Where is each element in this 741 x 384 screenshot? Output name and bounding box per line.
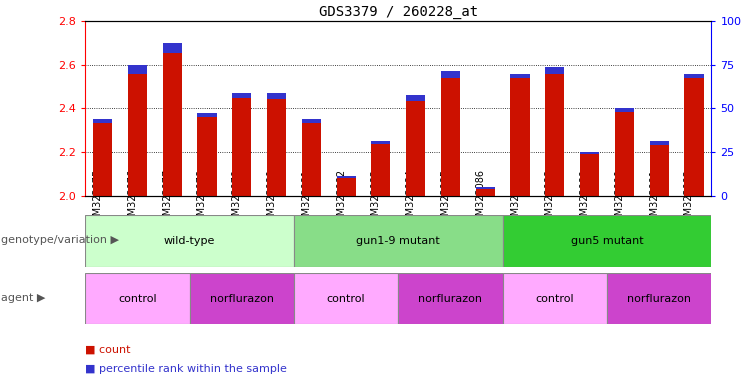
Bar	[371, 141, 391, 144]
Bar	[336, 176, 356, 178]
Bar	[607, 273, 711, 324]
Bar	[336, 176, 356, 196]
Bar	[302, 119, 321, 123]
Text: control: control	[536, 293, 574, 304]
Bar	[650, 141, 668, 145]
Bar	[615, 109, 634, 112]
Bar	[294, 273, 398, 324]
Text: norflurazon: norflurazon	[419, 293, 482, 304]
Text: norflurazon: norflurazon	[210, 293, 273, 304]
Bar	[128, 65, 147, 73]
Bar	[267, 93, 286, 99]
Bar	[545, 67, 565, 196]
Bar	[545, 67, 565, 74]
Text: ■ count: ■ count	[85, 344, 130, 354]
Text: norflurazon: norflurazon	[627, 293, 691, 304]
Bar	[511, 73, 530, 196]
Bar	[85, 215, 294, 267]
Bar	[580, 152, 599, 154]
Bar	[128, 65, 147, 196]
Bar	[441, 71, 460, 196]
Bar	[162, 43, 182, 196]
Bar	[685, 74, 703, 78]
Text: agent ▶: agent ▶	[1, 293, 46, 303]
Bar	[615, 109, 634, 196]
Bar	[502, 215, 711, 267]
Bar	[93, 119, 112, 123]
Bar	[580, 152, 599, 196]
Bar	[399, 273, 502, 324]
Bar	[85, 273, 190, 324]
Bar	[650, 141, 668, 196]
Bar	[302, 119, 321, 196]
Bar	[190, 273, 294, 324]
Bar	[685, 73, 703, 196]
Bar	[232, 93, 251, 196]
Bar	[406, 95, 425, 101]
Text: wild-type: wild-type	[164, 236, 215, 246]
Bar	[406, 95, 425, 196]
Bar	[476, 187, 495, 189]
Bar	[502, 273, 607, 324]
Text: control: control	[118, 293, 156, 304]
Bar	[162, 43, 182, 53]
Bar	[511, 74, 530, 78]
Text: control: control	[327, 293, 365, 304]
Bar	[371, 141, 391, 196]
Bar	[441, 71, 460, 78]
Bar	[197, 113, 216, 117]
Bar	[267, 93, 286, 196]
Title: GDS3379 / 260228_at: GDS3379 / 260228_at	[319, 5, 478, 19]
Bar	[294, 215, 502, 267]
Text: gun5 mutant: gun5 mutant	[571, 236, 643, 246]
Bar	[93, 119, 112, 196]
Text: ■ percentile rank within the sample: ■ percentile rank within the sample	[85, 364, 287, 374]
Bar	[476, 187, 495, 196]
Text: gun1-9 mutant: gun1-9 mutant	[356, 236, 440, 246]
Bar	[197, 113, 216, 196]
Text: genotype/variation ▶: genotype/variation ▶	[1, 235, 119, 245]
Bar	[232, 93, 251, 98]
